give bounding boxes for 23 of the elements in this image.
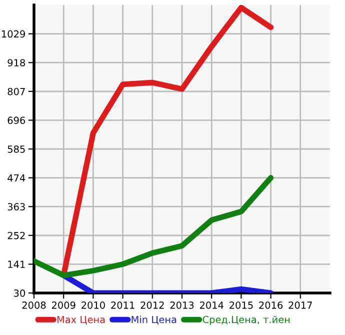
legend-label: Сред.Цена, т.йен <box>202 316 290 326</box>
x-tick-label: 2012 <box>140 302 164 309</box>
x-tick-label: 2013 <box>170 302 194 309</box>
legend-label: Min Цена <box>132 316 176 325</box>
y-tick-label: 585 <box>8 145 25 153</box>
y-tick-label: 363 <box>8 203 25 210</box>
y-tick-label: 141 <box>8 260 25 268</box>
x-tick-label: 2017 <box>288 302 312 309</box>
y-tick-label: 1029 <box>2 30 25 38</box>
x-tick-label: 2008 <box>22 302 46 309</box>
y-tick-label: 252 <box>8 232 25 240</box>
x-tick-label: 2010 <box>82 302 105 309</box>
x-tick-label: 2015 <box>230 302 253 309</box>
x-tick-label: 2011 <box>111 302 134 309</box>
y-tick-label: 918 <box>8 59 25 66</box>
x-tick-label: 2009 <box>52 302 76 309</box>
y-tick-label: 807 <box>8 88 25 96</box>
x-tick-label: 2016 <box>259 302 283 309</box>
y-tick-label: 30 <box>14 289 26 297</box>
x-tick-label: 2014 <box>200 302 224 309</box>
y-tick-label: 474 <box>8 174 26 182</box>
y-tick-label: 696 <box>8 116 26 124</box>
legend-label: Max Цена <box>57 316 105 325</box>
